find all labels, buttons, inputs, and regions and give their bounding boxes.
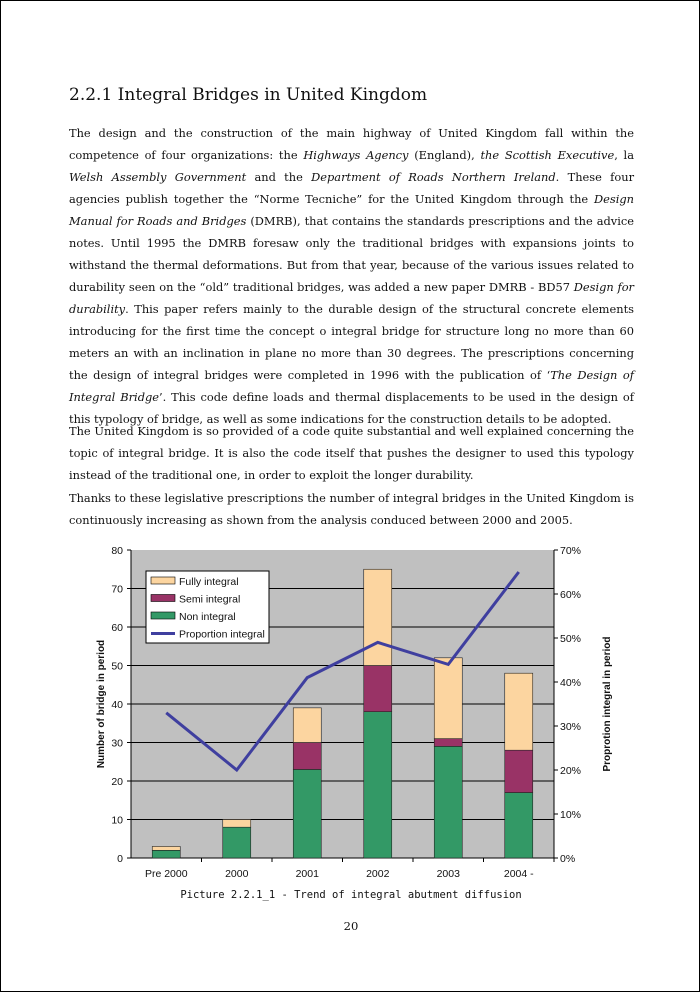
figure-caption: Picture 2.2.1_1 - Trend of integral abut… xyxy=(180,889,522,901)
bar-non-integral xyxy=(222,826,252,859)
y-tick-label: 60 xyxy=(111,622,123,634)
bar-non-integral xyxy=(504,792,534,859)
y2-tick-label: 50% xyxy=(560,633,581,645)
proportion-integral-line xyxy=(165,571,520,773)
y-tick-label: 40 xyxy=(111,699,123,711)
bar-semi-integral xyxy=(504,749,534,793)
integral-bridges-chart: 0 10 20 30 40 50 60 70 80 0% 10% 20% 30% 40% 50% 60% 70%… xyxy=(96,545,613,880)
bar-fully-integral xyxy=(433,657,463,739)
y-tick-label: 10 xyxy=(111,815,123,827)
text-run: (DMRB), that contains the standards pres… xyxy=(69,214,634,294)
text-run: . These four agencies publish together t… xyxy=(69,170,635,206)
x-tick-label: 2003 xyxy=(437,868,461,880)
x-tick-label: 2000 xyxy=(225,868,249,880)
bar-non-integral xyxy=(363,711,393,859)
italic-text: Design for durability xyxy=(69,280,634,316)
paragraph-2: The United Kingdom is so provided of a c… xyxy=(69,420,634,486)
italic-text: Design Manual for Roads and Bridges xyxy=(69,192,634,228)
bar-semi-integral xyxy=(433,738,463,747)
x-tick-label: 2004 - xyxy=(504,868,534,880)
y2-tick-label: 20% xyxy=(560,765,581,777)
bar-non-integral xyxy=(292,769,322,859)
text-run: ’. This code define loads and thermal di… xyxy=(69,390,634,426)
bar-fully-integral xyxy=(504,672,534,751)
italic-text: Welsh Assembly Government xyxy=(69,170,247,184)
legend-swatch xyxy=(150,576,176,585)
text-run: . This paper refers mainly to the durabl… xyxy=(69,302,634,382)
text-run: (England), xyxy=(408,148,481,162)
y2-tick-label: 10% xyxy=(560,809,581,821)
italic-text: the Scottish Executive xyxy=(480,148,615,162)
y2-tick-label: 40% xyxy=(560,677,581,689)
y2-tick-label: 30% xyxy=(560,721,581,733)
legend-label: Fully integral xyxy=(179,576,239,588)
legend-swatch xyxy=(150,594,176,602)
legend-swatch xyxy=(150,611,176,620)
text-run: Thanks to these legislative prescription… xyxy=(69,491,634,527)
y-tick-label: 70 xyxy=(111,584,123,596)
paragraph-1: The design and the construction of the m… xyxy=(69,122,634,430)
text-run: The United Kingdom is so provided of a c… xyxy=(69,424,634,482)
page-number: 20 xyxy=(343,919,359,933)
y2-tick-label: 60% xyxy=(560,589,581,601)
bar-semi-integral xyxy=(292,742,322,770)
y-axis-label: Number of bridge in period xyxy=(96,640,107,768)
bar-non-integral xyxy=(433,746,463,859)
legend-label: Proportion integral xyxy=(179,629,265,641)
italic-text: The Design of Integral Bridge xyxy=(69,368,634,404)
bar-fully-integral xyxy=(151,846,181,851)
bar-fully-integral xyxy=(363,568,393,666)
italic-text: Highways Agency xyxy=(303,148,409,162)
legend-label: Non integral xyxy=(179,611,236,623)
bar-semi-integral xyxy=(363,665,393,713)
bar-non-integral xyxy=(151,849,181,859)
legend-label: Semi integral xyxy=(179,594,240,606)
y-tick-label: 30 xyxy=(111,738,123,750)
y-tick-label: 20 xyxy=(111,776,123,788)
bar-fully-integral xyxy=(222,819,252,828)
y-tick-label: 50 xyxy=(111,661,123,673)
italic-text: Department of Roads Northern Ireland xyxy=(311,170,556,184)
section-heading: 2.2.1 Integral Bridges in United Kingdom xyxy=(69,85,428,105)
text-run: and the xyxy=(246,170,312,184)
x-tick-label: 2002 xyxy=(366,868,390,880)
y2-axis-label: Proprotion integral in period xyxy=(602,637,613,772)
x-tick-label: Pre 2000 xyxy=(145,868,188,880)
bar-fully-integral xyxy=(292,707,322,743)
text-run: , la xyxy=(614,148,634,162)
paragraph-3: Thanks to these legislative prescription… xyxy=(69,487,634,531)
legend xyxy=(145,570,270,644)
y-tick-label: 0 xyxy=(117,853,123,865)
y-tick-label: 80 xyxy=(111,545,123,557)
x-tick-label: 2001 xyxy=(296,868,320,880)
text-run: The design and the construction of the m… xyxy=(69,126,634,162)
y2-tick-label: 70% xyxy=(560,545,581,557)
y2-tick-label: 0% xyxy=(560,853,575,865)
